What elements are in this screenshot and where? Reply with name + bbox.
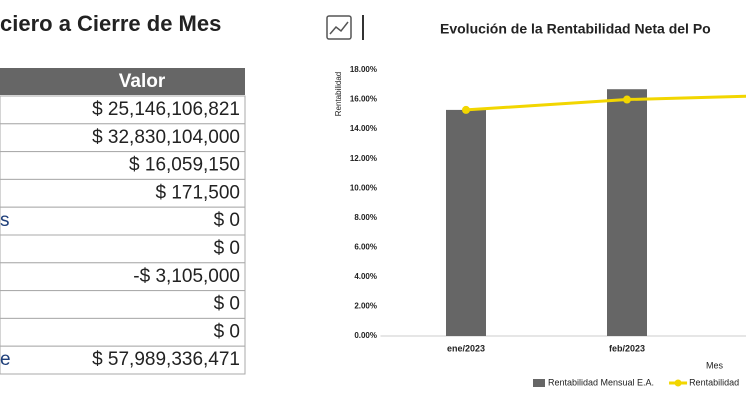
legend-label: Rentabilidad xyxy=(689,377,739,387)
value-cell: $ 32,830,104,000 xyxy=(92,127,240,148)
y-tick-label: 18.00% xyxy=(350,65,377,74)
header-cell: Valor xyxy=(119,71,166,92)
y-tick-label: 16.00% xyxy=(350,95,377,104)
bar xyxy=(607,89,647,336)
table-row xyxy=(0,345,246,375)
value-cell: $ 0 xyxy=(214,321,240,342)
value-cell: $ 0 xyxy=(214,238,240,259)
legend-swatch-dot xyxy=(674,379,682,387)
y-tick-label: 12.00% xyxy=(350,154,377,163)
table-title: ciero a Cierre de Mes xyxy=(0,11,221,36)
row-label: e xyxy=(0,349,11,370)
value-cell: $ 0 xyxy=(214,210,240,231)
x-axis-label: Mes xyxy=(706,360,724,370)
table-row xyxy=(0,178,246,208)
value-cell: -$ 3,105,000 xyxy=(133,266,240,287)
table-row xyxy=(0,95,246,125)
x-tick-label: ene/2023 xyxy=(447,343,485,353)
line xyxy=(465,94,746,112)
value-cell: $ 57,989,336,471 xyxy=(92,349,240,370)
table-header xyxy=(0,68,245,95)
y-tick-label: 4.00% xyxy=(354,272,377,281)
x-tick-label: feb/2023 xyxy=(609,343,645,353)
y-tick-label: 8.00% xyxy=(354,213,377,222)
table-row xyxy=(0,151,246,180)
value-cell: $ 25,146,106,821 xyxy=(92,99,240,120)
y-tick-label: 6.00% xyxy=(354,242,377,251)
y-tick-label: 0.00% xyxy=(354,331,377,340)
table-row xyxy=(0,262,246,292)
value-cell: $ 16,059,150 xyxy=(129,155,240,176)
chart-icon xyxy=(326,15,364,40)
line-point xyxy=(462,105,470,114)
table-row xyxy=(0,317,246,347)
row-label: s xyxy=(0,210,10,231)
y-tick-label: 2.00% xyxy=(354,302,377,311)
line-point xyxy=(623,95,631,104)
y-tick-label: 14.00% xyxy=(350,124,377,133)
y-axis-label: Rentabilidad xyxy=(334,72,343,116)
y-tick-label: 10.00% xyxy=(350,183,377,192)
bar xyxy=(446,109,486,337)
table-row xyxy=(0,206,246,236)
legend-label: Rentabilidad Mensual E.A. xyxy=(548,377,654,387)
value-cell: $ 171,500 xyxy=(155,182,240,203)
legend-swatch xyxy=(533,379,545,387)
value-cell: $ 0 xyxy=(214,294,240,315)
chart-title: Evolución de la Rentabilidad Neta del Po xyxy=(440,21,711,37)
table-row xyxy=(0,234,246,264)
table-row xyxy=(0,123,246,153)
table-row xyxy=(0,290,246,319)
